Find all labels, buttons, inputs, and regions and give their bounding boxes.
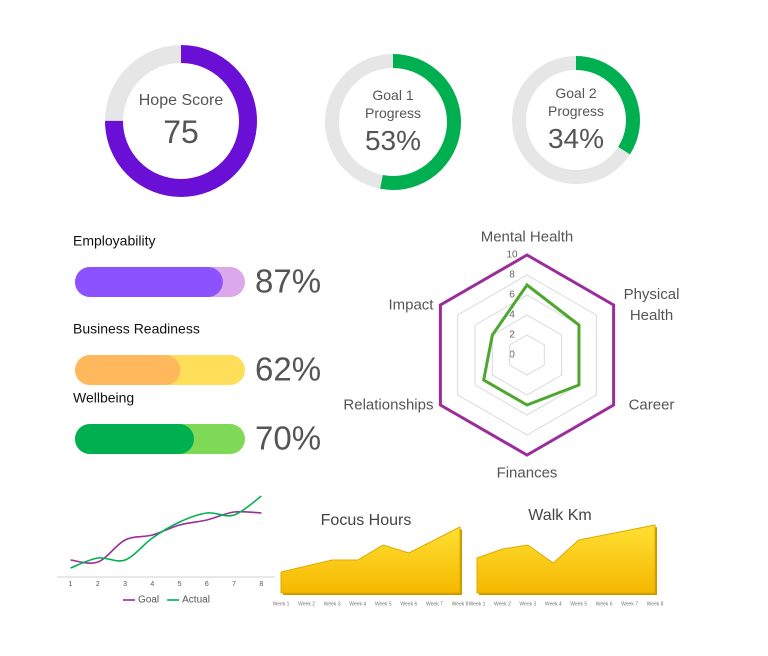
x-tick-label: Week 6 <box>596 601 613 607</box>
x-tick-label: Week 2 <box>494 601 511 607</box>
r-tick-label: 4 <box>509 310 515 321</box>
line-series <box>70 495 262 569</box>
bar-label: Employability <box>73 233 155 249</box>
line-series <box>70 510 262 564</box>
radar-series <box>438 253 616 457</box>
bar-value: 87% <box>255 263 321 300</box>
radar-axis-label: Finances <box>496 464 558 482</box>
area <box>280 526 461 594</box>
bar-value: 62% <box>255 351 321 388</box>
x-tick-label: 5 <box>178 581 182 588</box>
radar-axis-label: Relationships <box>343 396 434 414</box>
x-tick-label: 8 <box>259 581 263 588</box>
donut-title: Goal 2 Progress <box>547 85 605 119</box>
donut-arc <box>512 56 640 184</box>
donut-value: 34% <box>547 123 605 154</box>
x-tick-label: Week 2 <box>298 601 315 607</box>
radar-axis-label: Physical Health <box>623 286 680 324</box>
x-tick-label: Week 7 <box>426 601 443 607</box>
donut-value: 75 <box>163 114 199 150</box>
radar-axis-label: Impact <box>388 296 434 314</box>
bar-label: Wellbeing <box>73 390 134 406</box>
x-tick-label: Week 4 <box>349 601 366 607</box>
x-tick-label: Week 7 <box>621 601 638 607</box>
donut-arc <box>325 54 461 190</box>
legend-label: Goal <box>138 595 159 606</box>
x-tick-label: 2 <box>96 581 100 588</box>
x-tick-label: Week 1 <box>469 601 486 607</box>
bar-fill <box>75 355 181 385</box>
x-tick-label: Week 4 <box>545 601 562 607</box>
x-tick-label: Week 3 <box>324 601 341 607</box>
x-tick-label: Week 8 <box>647 601 664 607</box>
donut-label: Goal 2 Progress 34% <box>540 84 612 156</box>
radar-axis-label: Mental Health <box>480 228 574 246</box>
x-tick-label: Week 5 <box>375 601 392 607</box>
r-tick-label: 6 <box>509 290 515 301</box>
donut-label: Goal 1 Progress 53% <box>357 86 429 158</box>
donut-title: Goal 1 Progress <box>364 87 422 121</box>
bar-fill <box>75 424 194 454</box>
x-tick-label: Week 5 <box>570 601 587 607</box>
bar-label: Business Readiness <box>73 321 200 337</box>
donut-arc <box>105 45 257 197</box>
x-tick-label: 3 <box>123 581 127 588</box>
bar-value: 70% <box>255 420 321 457</box>
r-tick-label: 8 <box>509 270 515 281</box>
legend-label: Actual <box>182 595 210 606</box>
grid-ring <box>509 334 545 376</box>
r-tick-label: 0 <box>509 350 515 361</box>
x-tick-label: 7 <box>232 581 236 588</box>
grid-ring <box>491 314 563 396</box>
x-tick-label: Week 1 <box>273 601 290 607</box>
chart-title: Walk Km <box>528 507 591 524</box>
r-tick-label: 10 <box>506 250 518 261</box>
x-tick-label: Week 6 <box>400 601 417 607</box>
x-tick-label: 1 <box>69 581 73 588</box>
donut-value: 53% <box>364 125 422 156</box>
chart-title: Focus Hours <box>321 512 412 529</box>
r-tick-label: 2 <box>509 330 515 341</box>
x-tick-label: 4 <box>150 581 154 588</box>
x-tick-label: Week 8 <box>452 601 469 607</box>
grid-ring <box>457 274 597 436</box>
donut-label: Hope Score 75 <box>121 91 241 151</box>
bar-fill <box>75 267 223 297</box>
x-tick-label: 6 <box>205 581 209 588</box>
x-tick-label: Week 3 <box>519 601 536 607</box>
area <box>476 524 656 594</box>
radar-axis-label: Career <box>628 396 675 414</box>
radar-series <box>482 282 581 407</box>
donut-title: Hope Score <box>138 92 224 109</box>
